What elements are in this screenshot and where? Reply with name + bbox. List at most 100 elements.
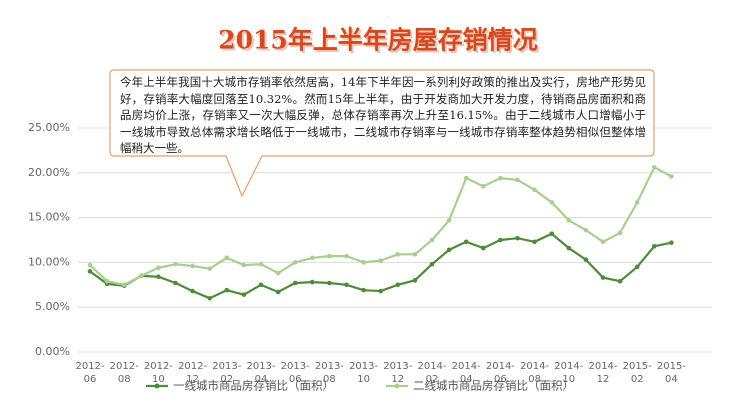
x-tick-label: 2014-04: [452, 361, 481, 385]
point: [173, 280, 178, 286]
point: [104, 278, 110, 284]
point: [310, 255, 315, 261]
y-tick-label: 5.00%: [35, 300, 70, 313]
x-tick-label: 2015-02: [623, 361, 652, 385]
point: [463, 239, 469, 245]
x-tick-label: 2015-04: [657, 361, 686, 385]
point: [361, 260, 366, 265]
point: [652, 243, 657, 249]
point: [395, 252, 401, 257]
point: [258, 261, 264, 267]
point: [481, 183, 486, 189]
y-tick-label: 20.00%: [28, 166, 70, 179]
point: [634, 264, 640, 270]
x-tick-label: 2013-04: [246, 361, 275, 385]
point: [327, 280, 332, 286]
point: [292, 280, 298, 286]
point: [652, 165, 657, 170]
x-tick-label: 2014-06: [486, 361, 515, 385]
point: [498, 175, 503, 181]
point: [395, 282, 401, 288]
point: [429, 237, 435, 243]
point: [634, 200, 640, 205]
point: [207, 266, 212, 271]
legend-marker: [394, 383, 400, 389]
point: [207, 295, 212, 301]
point: [515, 235, 520, 241]
point: [669, 240, 674, 245]
x-tick-label: 2013-02: [212, 361, 241, 385]
point: [190, 263, 195, 269]
point: [463, 175, 469, 181]
point: [87, 269, 93, 274]
point: [156, 265, 161, 271]
point: [566, 217, 572, 223]
point: [327, 253, 332, 259]
point: [532, 239, 537, 245]
x-tick-label: 2014-10: [554, 361, 583, 385]
point: [121, 282, 127, 288]
x-tick-label: 2012-10: [144, 361, 173, 385]
point: [498, 237, 503, 243]
point: [583, 257, 589, 263]
annotation: 今年上半年我国十大城市存销率依然居高，14年下半年因一系列利好政策的推出及实行，…: [120, 75, 646, 155]
point: [275, 289, 281, 295]
point: [600, 239, 606, 245]
point: [549, 200, 554, 205]
point: [241, 262, 247, 268]
series-line: [89, 165, 672, 286]
point: [617, 278, 623, 284]
legend-label: 二线城市商品房存销比（面积）: [413, 379, 574, 393]
point: [344, 253, 349, 259]
point: [344, 282, 349, 288]
x-tick-label: 2012-06: [75, 361, 104, 385]
chart-title-shadow: 2015年上半年房屋存销情况: [220, 28, 540, 57]
legend-marker: [154, 383, 160, 389]
series-line: [89, 232, 672, 300]
point: [378, 258, 384, 263]
point: [515, 177, 520, 183]
point: [429, 261, 435, 267]
point: [532, 187, 537, 193]
point: [549, 231, 554, 237]
y-tick-label: 25.00%: [28, 121, 70, 134]
point: [412, 252, 418, 257]
x-tick-label: 2014-12: [588, 361, 617, 385]
point: [446, 247, 452, 253]
point: [361, 287, 366, 293]
point: [481, 245, 486, 251]
x-tick-label: 2013-06: [281, 361, 310, 385]
x-tick-label: 2013-08: [315, 361, 344, 385]
point: [412, 278, 418, 283]
point: [617, 230, 623, 236]
y-tick-label: 0.00%: [35, 345, 70, 358]
point: [310, 279, 315, 285]
point: [378, 288, 384, 294]
x-tick-label: 2012-08: [110, 361, 139, 385]
x-tick-label: 2014-08: [520, 361, 549, 385]
point: [173, 261, 178, 267]
chart-title: 2015年上半年房屋存销情况: [218, 26, 538, 55]
x-tick-label: 2013-10: [349, 361, 378, 385]
point: [139, 273, 144, 279]
point: [224, 255, 230, 261]
point: [241, 292, 247, 297]
x-tick-label: 2012-12: [178, 361, 207, 385]
point: [292, 260, 298, 265]
point: [583, 227, 589, 233]
point: [446, 217, 452, 223]
y-tick-label: 10.00%: [28, 255, 70, 268]
point: [190, 288, 195, 294]
y-tick-label: 15.00%: [28, 211, 70, 224]
x-tick-label: 2013-12: [383, 361, 412, 385]
legend-label: 一线城市商品房存销比（面积）: [173, 379, 334, 393]
point: [224, 287, 230, 293]
point: [87, 262, 93, 268]
point: [669, 174, 674, 179]
point: [566, 245, 572, 251]
annotation-bubble: [109, 69, 655, 198]
point: [156, 274, 161, 280]
point: [258, 282, 264, 288]
